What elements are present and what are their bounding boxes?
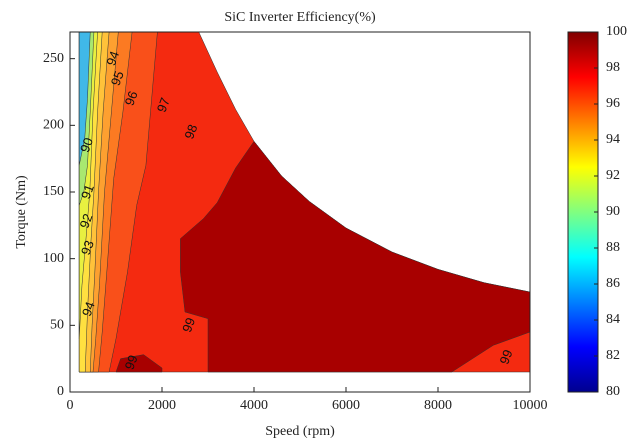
y-tick-label: 200 <box>43 118 64 133</box>
x-tick-label: 6000 <box>332 398 360 413</box>
contour-label: 96 <box>122 89 141 108</box>
y-tick-label: 50 <box>50 318 64 333</box>
y-tick-label: 100 <box>43 251 64 266</box>
chart-title: SiC Inverter Efficiency(%) <box>224 10 376 25</box>
contour-label: 98 <box>181 122 200 141</box>
contour-label: 93 <box>78 238 97 257</box>
axes-frame <box>69 31 531 393</box>
y-tick-label: 250 <box>43 51 64 66</box>
colorbar-tick-label: 100 <box>606 24 627 39</box>
x-tick-label: 2000 <box>148 398 176 413</box>
contour-label: 94 <box>79 300 98 319</box>
x-tick-label: 4000 <box>240 398 268 413</box>
colorbar <box>567 31 599 393</box>
contour-label: 95 <box>108 69 127 88</box>
x-tick-label: 10000 <box>513 398 548 413</box>
contour-label: 97 <box>154 96 173 115</box>
colorbar-tick-label: 82 <box>606 348 620 363</box>
colorbar-tick-label: 92 <box>606 168 620 183</box>
colorbar-tick-label: 96 <box>606 96 620 111</box>
contour-label: 99 <box>179 316 198 335</box>
contour-region <box>180 140 530 373</box>
x-axis-label: Speed (rpm) <box>265 424 335 439</box>
colorbar-tick-label: 94 <box>606 132 620 147</box>
colorbar-tick-label: 80 <box>606 384 620 399</box>
colorbar-tick-label: 88 <box>606 240 620 255</box>
colorbar-tick-label: 98 <box>606 60 620 75</box>
x-tick-label: 0 <box>67 398 74 413</box>
contour-label: 92 <box>76 212 95 231</box>
y-tick-label: 0 <box>57 384 64 399</box>
contour-label: 91 <box>78 182 97 201</box>
x-tick-label: 8000 <box>424 398 452 413</box>
contour-label: 90 <box>77 136 96 155</box>
colorbar-tick-label: 90 <box>606 204 620 219</box>
contour-label: 99 <box>122 353 141 372</box>
colorbar-tick-label: 86 <box>606 276 620 291</box>
contour-region <box>115 354 163 373</box>
contour-region <box>78 32 91 166</box>
colorbar-tick-label: 84 <box>606 312 620 327</box>
contour-label: 94 <box>103 49 122 68</box>
contour-label: 99 <box>496 348 515 367</box>
plot-area <box>78 32 530 373</box>
y-axis-label: Torque (Nm) <box>14 175 29 249</box>
y-tick-label: 150 <box>43 184 64 199</box>
